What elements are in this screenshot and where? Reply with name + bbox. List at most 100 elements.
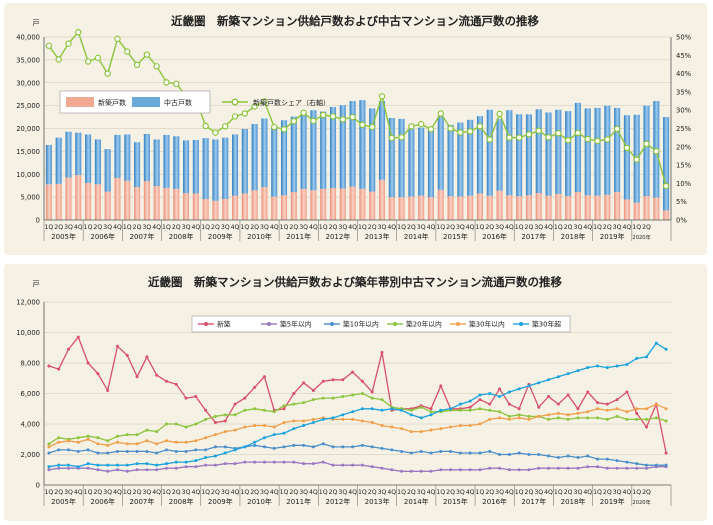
share-point <box>535 127 542 134</box>
bar-new <box>45 184 52 220</box>
series-point <box>351 463 355 467</box>
series-point <box>223 451 227 455</box>
series-point <box>272 460 276 464</box>
bar-used <box>153 139 160 187</box>
bar-used <box>643 105 650 197</box>
x-tick-label: 1Q <box>123 224 132 231</box>
series-point <box>576 456 580 460</box>
series-point <box>664 347 668 351</box>
series-point <box>596 457 600 461</box>
share-point <box>349 113 356 121</box>
x-year-label: 2013年 <box>365 497 390 506</box>
series-point <box>106 451 110 455</box>
series-point <box>204 417 208 421</box>
bar-new <box>614 192 621 220</box>
bar-new <box>516 196 523 220</box>
share-point <box>280 126 288 133</box>
series-point <box>145 468 149 472</box>
series-point <box>429 428 433 432</box>
series-line <box>48 443 667 466</box>
series-point <box>341 463 345 467</box>
series-point <box>243 425 247 429</box>
series-point <box>115 344 119 348</box>
bar-new <box>467 195 474 220</box>
x-tick-label: 1Q <box>319 224 328 231</box>
series-point <box>125 469 129 473</box>
share-point <box>427 126 435 133</box>
series-3 <box>47 442 668 467</box>
series-point <box>292 460 296 464</box>
series-point <box>517 387 521 391</box>
series-point <box>360 463 364 467</box>
series-point <box>47 468 51 472</box>
x-year-label: 2017年 <box>521 497 546 506</box>
series-point <box>106 469 110 473</box>
legend-marker-share <box>231 98 239 106</box>
series-point <box>253 443 257 447</box>
series-point <box>586 410 590 414</box>
series-point <box>556 416 560 420</box>
series-point <box>115 440 119 444</box>
series-point <box>311 462 315 466</box>
series-point <box>321 460 325 464</box>
x-tick-label: 1Q <box>123 489 132 496</box>
series-point <box>478 468 482 472</box>
x-tick-label: 2Q <box>172 224 181 231</box>
bar-used <box>447 124 454 197</box>
y-tick-label: 15,000 <box>16 148 40 156</box>
series-point <box>66 347 70 351</box>
bar-new <box>496 190 503 220</box>
bar-new <box>173 188 180 220</box>
bar-used <box>104 149 111 192</box>
series-point <box>331 396 335 400</box>
series-point <box>625 390 629 394</box>
x-tick-label: 1Q <box>319 489 328 496</box>
y-tick-label: 8,000 <box>21 360 40 368</box>
series-point <box>351 445 355 449</box>
series-point <box>537 453 541 456</box>
series-point <box>262 436 266 440</box>
share-point <box>84 58 92 65</box>
series-point <box>243 396 247 400</box>
series-point <box>125 449 129 453</box>
series-point <box>204 408 208 412</box>
bar-new <box>202 198 209 220</box>
series-point <box>654 402 658 406</box>
x-tick-label: 3Q <box>613 489 622 496</box>
x-tick-label: 1Q <box>397 224 406 231</box>
bar-used <box>388 117 395 198</box>
series-point <box>664 407 668 411</box>
share-point <box>251 103 258 110</box>
x-tick-label: 3Q <box>142 224 151 231</box>
x-tick-label: 2Q <box>54 489 63 496</box>
bar-new <box>398 197 405 220</box>
bar-used <box>212 139 219 201</box>
series-1 <box>47 335 668 455</box>
bar-used <box>457 122 464 197</box>
x-year-label: 2015年 <box>443 497 468 506</box>
bar-used <box>94 139 101 185</box>
bar-used <box>124 134 131 181</box>
series-point <box>409 413 413 417</box>
series-point <box>76 335 80 339</box>
series-point <box>419 405 423 409</box>
series-point <box>576 369 580 373</box>
series-point <box>556 375 560 379</box>
series-point <box>174 382 178 386</box>
bar-new <box>506 195 513 220</box>
series-point <box>664 451 668 455</box>
legend: 新築戸数 中古戸数 新築戸数シェア（右軸） <box>59 90 330 114</box>
series-point <box>468 408 472 412</box>
series-point <box>145 439 149 443</box>
series-point <box>409 451 413 455</box>
series-point <box>331 416 335 420</box>
x-year-label: 2011年 <box>286 497 311 506</box>
share-point <box>202 122 209 130</box>
series-point <box>135 433 139 437</box>
x-tick-label: 3Q <box>613 224 622 231</box>
x-tick-label: 2Q <box>172 489 181 496</box>
bar-new <box>388 197 395 220</box>
legend-marker <box>330 322 334 326</box>
series-point <box>586 416 590 420</box>
bar-new <box>486 195 493 220</box>
